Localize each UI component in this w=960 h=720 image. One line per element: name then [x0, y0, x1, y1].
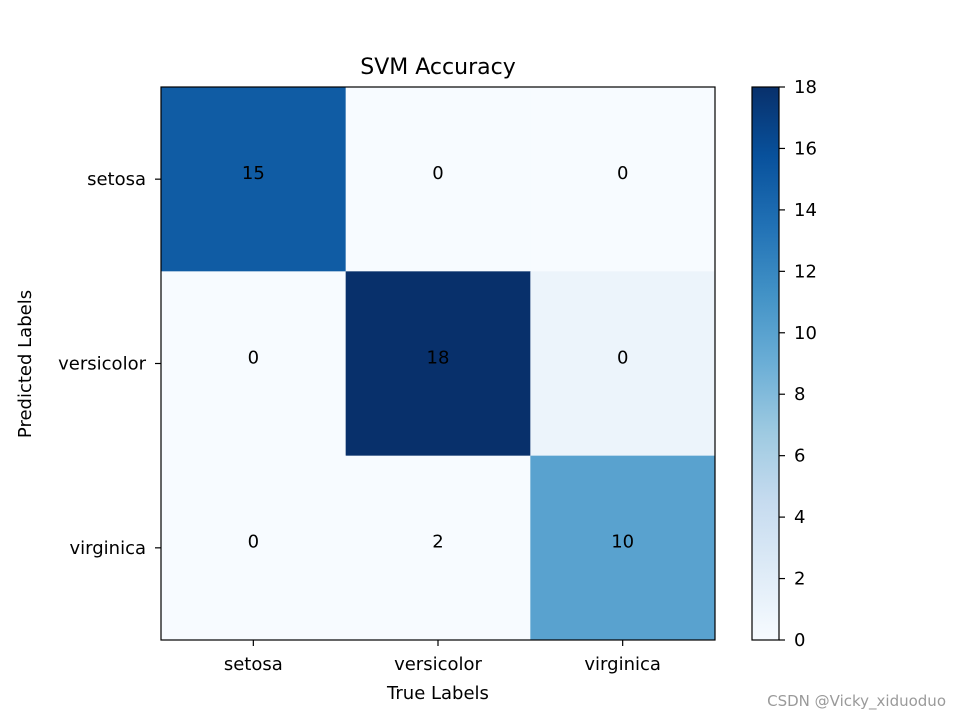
heatmap-cell-labels: 15 0 0 0 18 0 0 2 10: [242, 163, 634, 553]
x-axis-ticks: setosa versicolor virginica: [224, 640, 661, 675]
heatmap-cell-r2-c1: [345, 455, 531, 641]
cell-value-label: 0: [432, 163, 443, 184]
heatmap-cell-r1-c1: [345, 271, 531, 457]
colorbar-tick-label: 14: [794, 200, 817, 221]
colorbar-tick-label: 2: [794, 569, 805, 590]
cell-value-label: 2: [432, 532, 443, 553]
colorbar-ticks: 0 2 4 6 8 10 12 14 16 18: [779, 77, 817, 651]
watermark-text: CSDN @Vicky_xiduoduo: [767, 692, 946, 710]
cell-value-label: 0: [248, 347, 259, 368]
heatmap-cell-r0-c0: [161, 87, 347, 272]
x-tick-label: virginica: [584, 654, 661, 675]
x-tick-label: versicolor: [394, 654, 482, 675]
colorbar-tick-label: 18: [794, 77, 817, 98]
colorbar: [751, 86, 780, 641]
colorbar-tick-label: 4: [794, 507, 805, 528]
heatmap-cell-r1-c2: [530, 271, 716, 457]
cell-value-label: 0: [617, 347, 628, 368]
heatmap-cell-r2-c2: [530, 455, 716, 641]
y-axis-label: Predicted Labels: [15, 290, 36, 438]
x-axis-label: True Labels: [386, 683, 489, 704]
heatmap-cell-r1-c0: [161, 271, 347, 457]
colorbar-tick-label: 8: [794, 384, 805, 405]
cell-value-label: 15: [242, 163, 265, 184]
cell-value-label: 0: [248, 532, 259, 553]
colorbar-tick-label: 10: [794, 323, 817, 344]
x-tick-label: setosa: [224, 654, 283, 675]
cell-value-label: 18: [427, 347, 450, 368]
heatmap-cell-r0-c2: [530, 87, 716, 272]
heatmap-cells: [161, 87, 716, 641]
y-tick-label: setosa: [87, 169, 146, 190]
colorbar-tick-label: 16: [794, 138, 817, 159]
y-tick-label: virginica: [70, 538, 147, 559]
heatmap-cell-r2-c0: [161, 455, 347, 641]
colorbar-tick-label: 6: [794, 446, 805, 467]
cell-value-label: 10: [611, 532, 634, 553]
colorbar-tick-label: 12: [794, 261, 817, 282]
chart-title: SVM Accuracy: [360, 55, 515, 80]
heatmap-cell-r0-c1: [345, 87, 531, 272]
y-axis-ticks: setosa versicolor virginica: [58, 169, 161, 559]
cell-value-label: 0: [617, 163, 628, 184]
y-tick-label: versicolor: [58, 354, 146, 375]
colorbar-tick-label: 0: [794, 630, 805, 651]
